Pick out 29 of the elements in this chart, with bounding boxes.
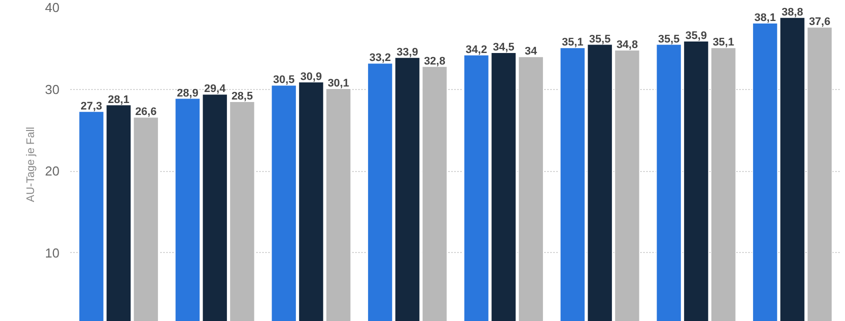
data-label: 38,1	[754, 12, 776, 24]
y-tick-label: 10	[45, 245, 60, 260]
data-label: 37,6	[808, 16, 830, 28]
data-label: 29,4	[204, 83, 226, 96]
data-label: 38,8	[782, 6, 804, 18]
y-axis-title: AU-Tage je Fall	[25, 126, 38, 202]
data-label: 28,1	[108, 94, 130, 106]
y-tick-label: 30	[45, 82, 60, 97]
data-label: 35,5	[589, 33, 611, 46]
data-label: 32,8	[424, 55, 446, 68]
data-label: 34	[524, 46, 538, 58]
data-label: 35,5	[658, 33, 680, 46]
data-label: 33,9	[396, 46, 418, 58]
data-label: 34,2	[466, 44, 488, 56]
data-label: 30,9	[300, 70, 322, 83]
data-label: 26,6	[135, 106, 157, 118]
data-label: 28,9	[176, 87, 198, 100]
y-tick-label: 40	[45, 0, 60, 15]
data-label: 35,1	[712, 36, 734, 49]
data-label: 30,1	[328, 77, 350, 90]
data-label: 34,8	[616, 39, 638, 52]
data-label: 30,5	[273, 74, 295, 86]
y-tick-label: 20	[45, 164, 60, 179]
data-label: 35,1	[562, 36, 584, 49]
data-label: 27,3	[80, 100, 102, 112]
data-label: 34,5	[492, 41, 514, 54]
data-label: 35,9	[685, 30, 707, 42]
data-label: 33,2	[369, 52, 391, 64]
data-label: 28,5	[231, 90, 253, 103]
